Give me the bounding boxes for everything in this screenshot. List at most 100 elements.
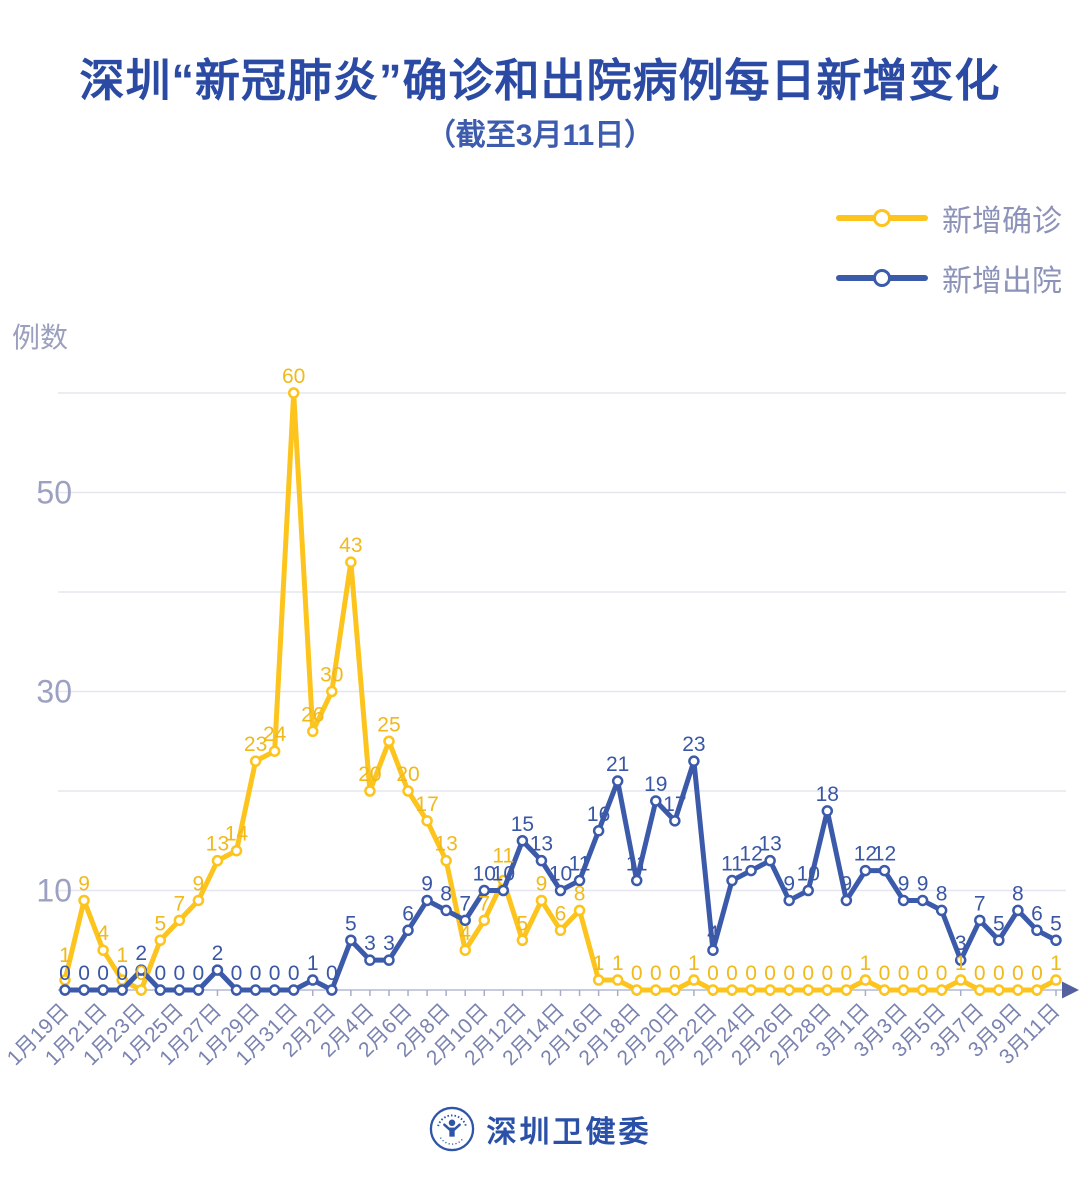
confirmed-point-marker [878, 984, 891, 996]
confirmed-point-marker [554, 924, 567, 937]
x-axis-date-label: 3月3日 [850, 999, 912, 1061]
discharged-value-label: 7 [974, 892, 986, 915]
confirmed-point-marker [974, 984, 986, 996]
discharged-point-marker [326, 984, 338, 996]
confirmed-value-label: 1 [860, 952, 872, 975]
discharged-value-label: 8 [440, 882, 452, 905]
discharged-point-marker [497, 884, 510, 897]
footer: 深圳卫健委 [0, 1106, 1080, 1152]
confirmed-value-label: 0 [707, 962, 719, 985]
discharged-value-label: 13 [530, 833, 553, 856]
legend-item-new-confirmed[interactable]: 新增确诊 [836, 196, 1062, 240]
discharged-value-label: 0 [154, 962, 166, 985]
discharged-point-marker [916, 894, 929, 907]
confirmed-value-label: 8 [574, 882, 586, 905]
discharged-point-marker [249, 984, 262, 996]
confirmed-point-marker [345, 556, 357, 568]
confirmed-value-label: 0 [974, 962, 986, 985]
series-line-confirmed [62, 390, 1059, 993]
x-axis-date-label: 3月11日 [995, 999, 1065, 1069]
legend-item-new-discharged[interactable]: 新增出院 [836, 256, 1062, 300]
x-axis-date-label: 3月9日 [964, 999, 1026, 1061]
discharged-point-marker [345, 934, 357, 946]
x-axis-date-label: 2月12日 [460, 999, 531, 1070]
discharged-point-marker [974, 914, 986, 927]
discharged-point-marker [878, 864, 891, 877]
x-axis-date-label: 2月14日 [498, 999, 569, 1070]
discharged-value-label: 0 [250, 962, 262, 985]
discharged-value-label: 3 [955, 932, 967, 955]
confirmed-point-marker [707, 984, 719, 996]
y-axis-tick-label: 10 [36, 873, 72, 909]
discharged-value-label: 10 [492, 863, 515, 886]
confirmed-value-label: 0 [821, 962, 833, 985]
confirmed-value-label: 0 [726, 962, 738, 985]
confirmed-point-marker [764, 984, 776, 996]
confirmed-value-label: 25 [377, 713, 400, 736]
page-title: 深圳“新冠肺炎”确诊和出院病例每日新增变化 [79, 55, 1001, 106]
discharged-value-label: 16 [587, 803, 610, 826]
discharged-point-marker [840, 894, 853, 907]
confirmed-value-label: 9 [536, 872, 548, 895]
confirmed-value-label: 1 [59, 944, 71, 967]
confirmed-point-marker [802, 984, 814, 996]
discharged-point-marker [954, 954, 967, 966]
confirmed-value-label: 13 [206, 833, 229, 856]
confirmed-point-marker [383, 735, 395, 747]
discharged-value-label: 9 [917, 872, 929, 895]
discharged-value-label: 1 [307, 952, 319, 975]
discharged-point-marker [1031, 924, 1043, 937]
x-axis-date-label: 2月6日 [354, 999, 416, 1061]
discharged-point-marker [421, 894, 433, 907]
discharged-value-label: 9 [421, 872, 433, 895]
discharged-value-label: 5 [345, 912, 357, 935]
confirmed-point-marker [688, 974, 700, 986]
x-axis-date-label: 2月8日 [392, 999, 454, 1061]
confirmed-point-marker [478, 914, 491, 927]
confirmed-point-marker [840, 984, 853, 996]
series-line-discharged [62, 758, 1059, 993]
discharged-value-label: 9 [898, 872, 910, 895]
confirmed-point-marker [535, 894, 548, 907]
x-axis-date-label: 1月21日 [41, 999, 112, 1070]
discharged-value-label: 10 [797, 863, 820, 886]
confirmed-value-label: 0 [135, 962, 147, 985]
y-axis-tick-label: 50 [36, 475, 72, 511]
confirmed-value-label: 11 [492, 845, 514, 868]
x-axis-date-label: 2月2日 [278, 999, 340, 1061]
discharged-value-label: 6 [402, 902, 414, 925]
confirmed-point-marker [592, 974, 605, 986]
confirmed-value-label: 0 [802, 962, 814, 985]
confirmed-point-marker [650, 984, 662, 996]
discharged-point-marker [307, 974, 319, 986]
discharged-point-marker [650, 795, 662, 807]
discharged-point-marker [859, 864, 872, 877]
confirmed-point-marker [993, 984, 1005, 996]
x-axis-date-label: 1月29日 [193, 999, 264, 1070]
confirmed-value-label: 0 [1031, 962, 1043, 985]
confirmed-value-label: 5 [154, 912, 166, 935]
confirmed-point-marker [954, 974, 967, 986]
confirmed-value-label: 4 [97, 922, 109, 945]
legend-confirmed-line-icon [836, 209, 928, 227]
confirmed-value-label: 9 [193, 872, 205, 895]
confirmed-value-label: 14 [225, 823, 249, 846]
discharged-value-label: 21 [606, 753, 629, 776]
discharged-point-marker [611, 775, 624, 787]
discharged-value-label: 5 [1050, 912, 1062, 935]
discharged-point-marker [516, 835, 529, 847]
confirmed-value-label: 1 [116, 944, 128, 967]
discharged-value-label: 12 [739, 843, 762, 866]
discharged-point-marker [573, 874, 586, 887]
x-axis-date-label: 1月23日 [79, 999, 150, 1070]
discharged-value-label: 8 [1012, 882, 1024, 905]
confirmed-value-label: 60 [282, 365, 305, 388]
confirmed-value-label: 13 [434, 833, 457, 856]
discharged-point-marker [535, 854, 548, 867]
confirmed-value-label: 0 [936, 962, 948, 985]
confirmed-point-marker [97, 944, 109, 956]
confirmed-value-label: 0 [1012, 962, 1024, 985]
confirmed-point-marker [421, 815, 433, 827]
discharged-value-label: 0 [326, 962, 338, 985]
